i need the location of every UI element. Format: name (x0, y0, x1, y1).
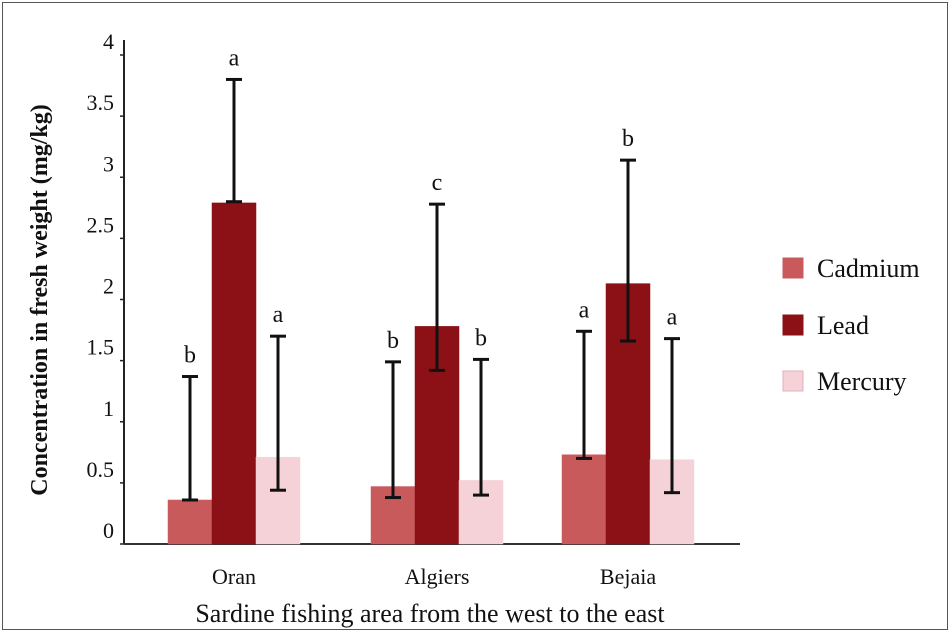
category-label-oran: Oran (212, 564, 256, 589)
y-tick-label-3: 1.5 (87, 335, 115, 360)
significance-letter-mercury-oran: a (273, 302, 284, 328)
legend-swatch-mercury (782, 370, 804, 392)
bar-cadmium-bejaia (561, 454, 607, 545)
y-tick-label-4: 2 (103, 274, 114, 299)
category-label-algiers: Algiers (405, 564, 470, 589)
x-axis-label: Sardine fishing area from the west to th… (195, 599, 665, 628)
significance-letter-lead-oran: a (229, 45, 240, 71)
y-tick-label-7: 3.5 (87, 90, 115, 115)
bar-cadmium-oran (167, 499, 213, 545)
bar-lead-oran (211, 202, 257, 545)
significance-letter-lead-bejaia: b (622, 126, 634, 152)
significance-letter-cadmium-algiers: b (387, 328, 399, 354)
legend-swatch-cadmium (782, 257, 804, 279)
legend-label-mercury: Mercury (817, 367, 907, 396)
y-tick-label-5: 2.5 (87, 212, 115, 237)
significance-letter-mercury-bejaia: a (667, 305, 678, 331)
y-tick-label-6: 3 (103, 151, 114, 176)
y-tick-label-8: 4 (103, 29, 114, 54)
significance-letter-cadmium-oran: b (184, 343, 196, 369)
legend-swatch-lead (782, 314, 804, 336)
category-label-bejaia: Bejaia (600, 564, 656, 589)
legend-label-cadmium: Cadmium (817, 254, 920, 283)
bars: b a a b c b a b a (167, 45, 695, 545)
significance-letter-lead-algiers: c (432, 170, 443, 196)
y-tick-label-1: 0.5 (87, 457, 115, 482)
legend: Cadmium Lead Mercury (782, 254, 920, 396)
y-axis-label: Concentration in fresh weight (mg/kg) (27, 104, 53, 496)
y-tick-label-0: 0 (103, 518, 114, 543)
legend-label-lead: Lead (817, 311, 869, 340)
y-tick-label-2: 1 (103, 396, 114, 421)
significance-letter-cadmium-bejaia: a (579, 297, 590, 323)
significance-letter-mercury-algiers: b (475, 325, 487, 351)
category-labels: Oran Algiers Bejaia (212, 564, 656, 589)
